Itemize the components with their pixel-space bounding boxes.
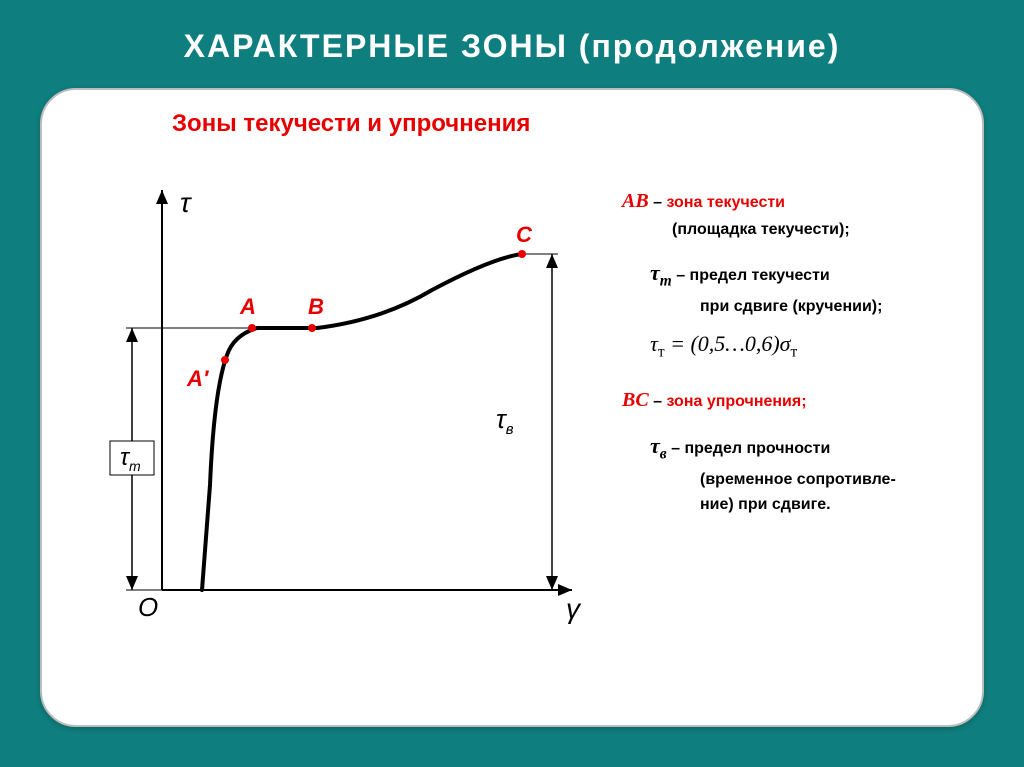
- svg-text:γ: γ: [566, 593, 582, 624]
- svg-text:C: C: [516, 222, 533, 247]
- slide-title: ХАРАКТЕРНЫЕ ЗОНЫ (продолжение): [0, 0, 1024, 89]
- svg-text:τв: τв: [496, 404, 514, 438]
- svg-text:B: B: [308, 294, 324, 319]
- legend-row: τт = (0,5…0,6)σт: [650, 331, 962, 361]
- legend-row: τт – предел текучестипри сдвиге (кручени…: [650, 255, 962, 320]
- slide-root: ХАРАКТЕРНЫЕ ЗОНЫ (продолжение) Зоны теку…: [0, 0, 1024, 767]
- stress-strain-chart: τγOτтτвA′ABC: [102, 160, 602, 630]
- legend-row: AB – зона текучести(площадка текучести);: [622, 185, 962, 243]
- svg-text:A: A: [239, 294, 256, 319]
- content-panel: Зоны текучести и упрочнения τγOτтτвA′ABC…: [40, 88, 984, 727]
- panel-subtitle: Зоны текучести и упрочнения: [172, 110, 530, 138]
- svg-text:O: O: [138, 592, 158, 622]
- legend-block: AB – зона текучести(площадка текучести);…: [622, 185, 962, 530]
- legend-row: τв – предел прочности(временное сопротив…: [650, 428, 962, 518]
- legend-row: BC – зона упрочнения;: [622, 384, 962, 416]
- svg-text:A′: A′: [186, 366, 210, 391]
- svg-text:τ: τ: [180, 187, 192, 218]
